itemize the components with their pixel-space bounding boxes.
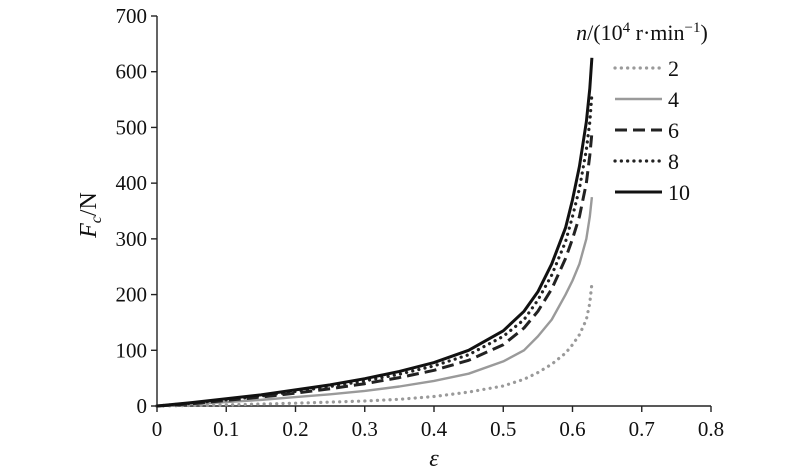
y-tick-label: 0 — [137, 394, 148, 418]
series-layer — [155, 57, 594, 408]
y-tick-label: 300 — [116, 227, 148, 251]
legend-title: n/(104 r·min−1) — [576, 20, 708, 45]
series-line-n10 — [156, 57, 594, 408]
y-tick-label: 600 — [116, 60, 148, 84]
x-tick-label: 0 — [152, 417, 163, 441]
y-tick-label: 400 — [116, 171, 148, 195]
y-tick-label: 200 — [116, 283, 148, 307]
x-tick-label: 0.5 — [490, 417, 516, 441]
y-axis-label-unit: /N — [76, 192, 102, 216]
legend-label-n2: 2 — [668, 56, 679, 81]
x-tick-label: 0.6 — [559, 417, 585, 441]
x-axis-label: ε — [429, 446, 439, 472]
series-line-n6 — [156, 132, 594, 408]
series-line-n2 — [155, 281, 594, 408]
legend-items: 2 4 6 8 10 — [613, 56, 690, 205]
axes — [156, 16, 711, 407]
legend-title-text: /(10 — [587, 20, 622, 45]
x-tick-label: 0.3 — [352, 417, 378, 441]
series-line-n8 — [155, 92, 594, 408]
y-axis-label-main: F — [76, 223, 102, 239]
legend-title-sup1: 4 — [623, 20, 631, 36]
legend-title-var: n — [576, 20, 587, 45]
y-tick-label: 700 — [116, 4, 148, 28]
y-tick-label: 500 — [116, 115, 148, 139]
x-tick-label: 0.1 — [213, 417, 239, 441]
legend-label-n10: 10 — [668, 180, 690, 205]
y-axis-label-sub: c — [88, 216, 105, 223]
x-tick-label: 0.7 — [629, 417, 655, 441]
legend-label-n8: 8 — [668, 149, 679, 174]
legend-label-n4: 4 — [668, 87, 679, 112]
x-tick-label: 0.8 — [698, 417, 724, 441]
x-ticks: 0 0.1 0.2 0.3 0.4 0.5 0.6 0.7 0.8 — [152, 406, 724, 441]
legend-label-n6: 6 — [668, 118, 679, 143]
y-axis-label: Fc/N — [76, 192, 105, 239]
x-tick-label: 0.2 — [282, 417, 308, 441]
legend-title-close: ) — [700, 20, 707, 45]
x-tick-label: 0.4 — [421, 417, 448, 441]
y-tick-label: 100 — [116, 338, 148, 362]
legend-title-sup2: −1 — [685, 20, 701, 36]
series-line-n4 — [156, 196, 594, 408]
legend-title-unit: r·min — [630, 20, 684, 45]
y-ticks: 0 100 200 300 400 500 600 700 — [116, 4, 157, 418]
